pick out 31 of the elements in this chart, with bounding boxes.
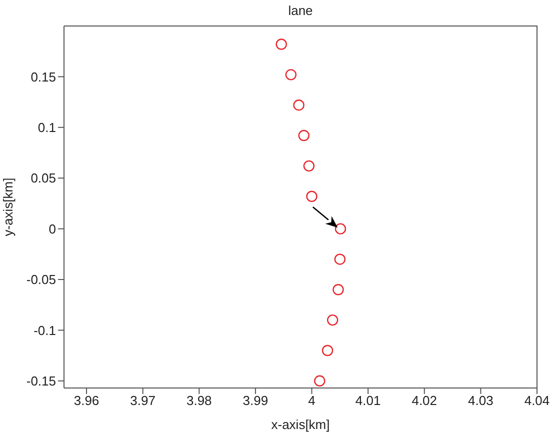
point <box>298 130 310 142</box>
x-tick-label: 4 <box>308 393 316 408</box>
point <box>334 254 346 265</box>
point <box>332 284 344 296</box>
point <box>303 160 315 172</box>
y-tick-label: 0 <box>48 221 56 236</box>
point <box>285 69 297 80</box>
y-tick-label: -0.15 <box>26 374 56 389</box>
x-tick-label: 4.03 <box>468 393 494 408</box>
x-tick-label: 4.04 <box>524 393 550 408</box>
chart-title: lane <box>288 3 313 18</box>
x-tick-label: 4.02 <box>412 393 438 408</box>
x-axis-title: x-axis[km] <box>271 417 330 432</box>
x-tick-label: 4.01 <box>355 393 381 408</box>
point <box>276 38 287 50</box>
x-tick-label: 3.99 <box>242 393 268 408</box>
point <box>306 190 318 202</box>
y-tick-label: 0.1 <box>38 120 56 136</box>
x-tick-label: 3.96 <box>74 393 100 408</box>
point <box>326 314 338 326</box>
point <box>293 99 304 111</box>
point <box>322 344 334 356</box>
y-tick-label: -0.05 <box>26 272 56 288</box>
y-axis-title: y-axis[km] <box>0 178 16 236</box>
x-tick-label: 3.97 <box>130 393 156 408</box>
point <box>334 223 346 234</box>
y-tick-label: -0.1 <box>34 322 56 338</box>
x-tick-label: 3.98 <box>186 393 212 408</box>
y-tick-label: 0.05 <box>30 170 56 186</box>
point <box>314 375 326 386</box>
y-tick-label: 0.15 <box>30 69 56 84</box>
